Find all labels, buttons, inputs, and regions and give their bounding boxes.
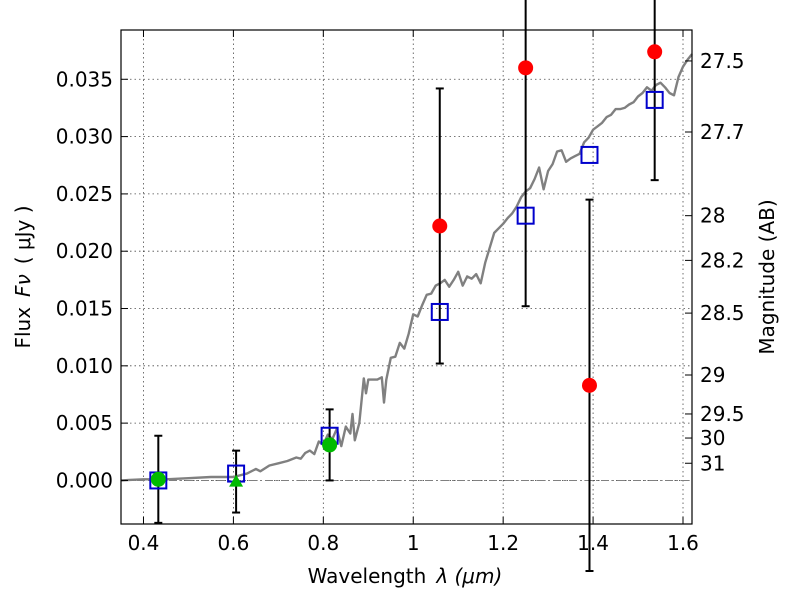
- observed-point: [581, 377, 597, 393]
- observed-point: [322, 437, 338, 453]
- x-axis-title: Wavelength λ (μm): [308, 564, 503, 588]
- y-tick-label: 0.015: [56, 297, 113, 321]
- y-tick-label: 0.025: [56, 182, 113, 206]
- model-photometry-square: [430, 302, 449, 321]
- axis-ticks: 0.4 0.6 0.8 1 1.2 1.4 1.6 0.000 0.005 0.010 0.015 0…: [56, 30, 745, 555]
- x-tick-label: 0.8: [307, 531, 339, 555]
- plot-frame: [120, 29, 693, 525]
- model-spectrum: [120, 53, 693, 482]
- observed-point-upper-limit: [229, 474, 244, 487]
- observed-point: [518, 60, 534, 76]
- x-tick-label: 0.4: [128, 531, 160, 555]
- magnitude-tick-label: 30: [700, 426, 725, 450]
- y-tick-label: 0.000: [56, 468, 113, 492]
- y-axis-title: FluxFν( μJy ): [11, 205, 35, 348]
- model-photometry-square: [516, 206, 535, 225]
- x-tick-label: 1.6: [667, 531, 699, 555]
- y-tick-label: 0.005: [56, 411, 113, 435]
- magnitude-tick-label: 27.7: [700, 120, 745, 144]
- y-tick-label: 0.020: [56, 239, 113, 263]
- magnitude-tick-label: 27.5: [700, 49, 745, 73]
- magnitude-tick-label: 31: [700, 451, 725, 475]
- y-tick-label: 0.030: [56, 125, 113, 149]
- model-spectrum-line: [120, 53, 693, 482]
- magnitude-tick-label: 28.2: [700, 248, 745, 272]
- x-tick-label: 1.2: [487, 531, 519, 555]
- observed-points: [150, 44, 663, 487]
- observed-point: [432, 218, 448, 234]
- y-tick-label: 0.010: [56, 354, 113, 378]
- observed-point: [647, 44, 663, 60]
- model-photometry: [149, 90, 664, 490]
- grid: [121, 30, 692, 524]
- observed-point: [150, 471, 166, 487]
- model-photometry-square: [645, 90, 664, 109]
- y-tick-label: 0.035: [56, 67, 113, 91]
- x-tick-label: 0.6: [217, 531, 249, 555]
- model-photometry-square: [580, 145, 599, 164]
- x-tick-label: 1: [407, 531, 420, 555]
- magnitude-tick-label: 29.5: [700, 402, 745, 426]
- magnitude-tick-label: 29: [700, 363, 725, 387]
- magnitude-tick-label: 28: [700, 204, 725, 228]
- x-tick-label: 1.4: [577, 531, 609, 555]
- magnitude-tick-label: 28.5: [700, 301, 745, 325]
- magnitude-axis-title: Magnitude (AB): [755, 199, 779, 354]
